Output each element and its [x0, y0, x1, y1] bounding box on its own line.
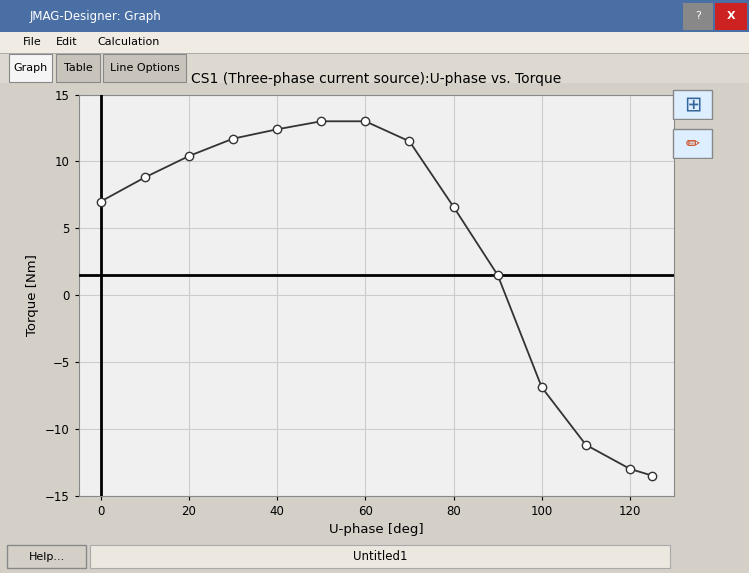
FancyBboxPatch shape — [715, 3, 747, 30]
Text: Help...: Help... — [28, 552, 65, 562]
FancyBboxPatch shape — [90, 545, 670, 568]
Text: X: X — [727, 11, 736, 21]
FancyBboxPatch shape — [56, 54, 100, 82]
Text: File: File — [22, 37, 41, 48]
X-axis label: U-phase [deg]: U-phase [deg] — [329, 523, 424, 536]
FancyBboxPatch shape — [0, 0, 749, 32]
FancyBboxPatch shape — [7, 545, 86, 568]
FancyBboxPatch shape — [0, 53, 749, 83]
Text: Graph: Graph — [13, 63, 48, 73]
FancyBboxPatch shape — [673, 91, 712, 119]
FancyBboxPatch shape — [9, 54, 52, 82]
Title: CS1 (Three-phase current source):U-phase vs. Torque: CS1 (Three-phase current source):U-phase… — [191, 72, 562, 87]
Text: JMAG-Designer: Graph: JMAG-Designer: Graph — [30, 10, 162, 22]
FancyBboxPatch shape — [103, 54, 186, 82]
Text: Calculation: Calculation — [97, 37, 160, 48]
FancyBboxPatch shape — [683, 3, 713, 30]
Text: ?: ? — [695, 11, 701, 21]
Text: ✏: ✏ — [686, 135, 700, 152]
Text: ⊞: ⊞ — [684, 95, 702, 115]
Text: Line Options: Line Options — [109, 63, 180, 73]
FancyBboxPatch shape — [0, 32, 749, 53]
FancyBboxPatch shape — [0, 541, 749, 573]
Text: Edit: Edit — [56, 37, 78, 48]
Text: Untitled1: Untitled1 — [354, 551, 407, 563]
Text: Table: Table — [64, 63, 92, 73]
Y-axis label: Torque [Nm]: Torque [Nm] — [26, 254, 39, 336]
FancyBboxPatch shape — [673, 129, 712, 158]
